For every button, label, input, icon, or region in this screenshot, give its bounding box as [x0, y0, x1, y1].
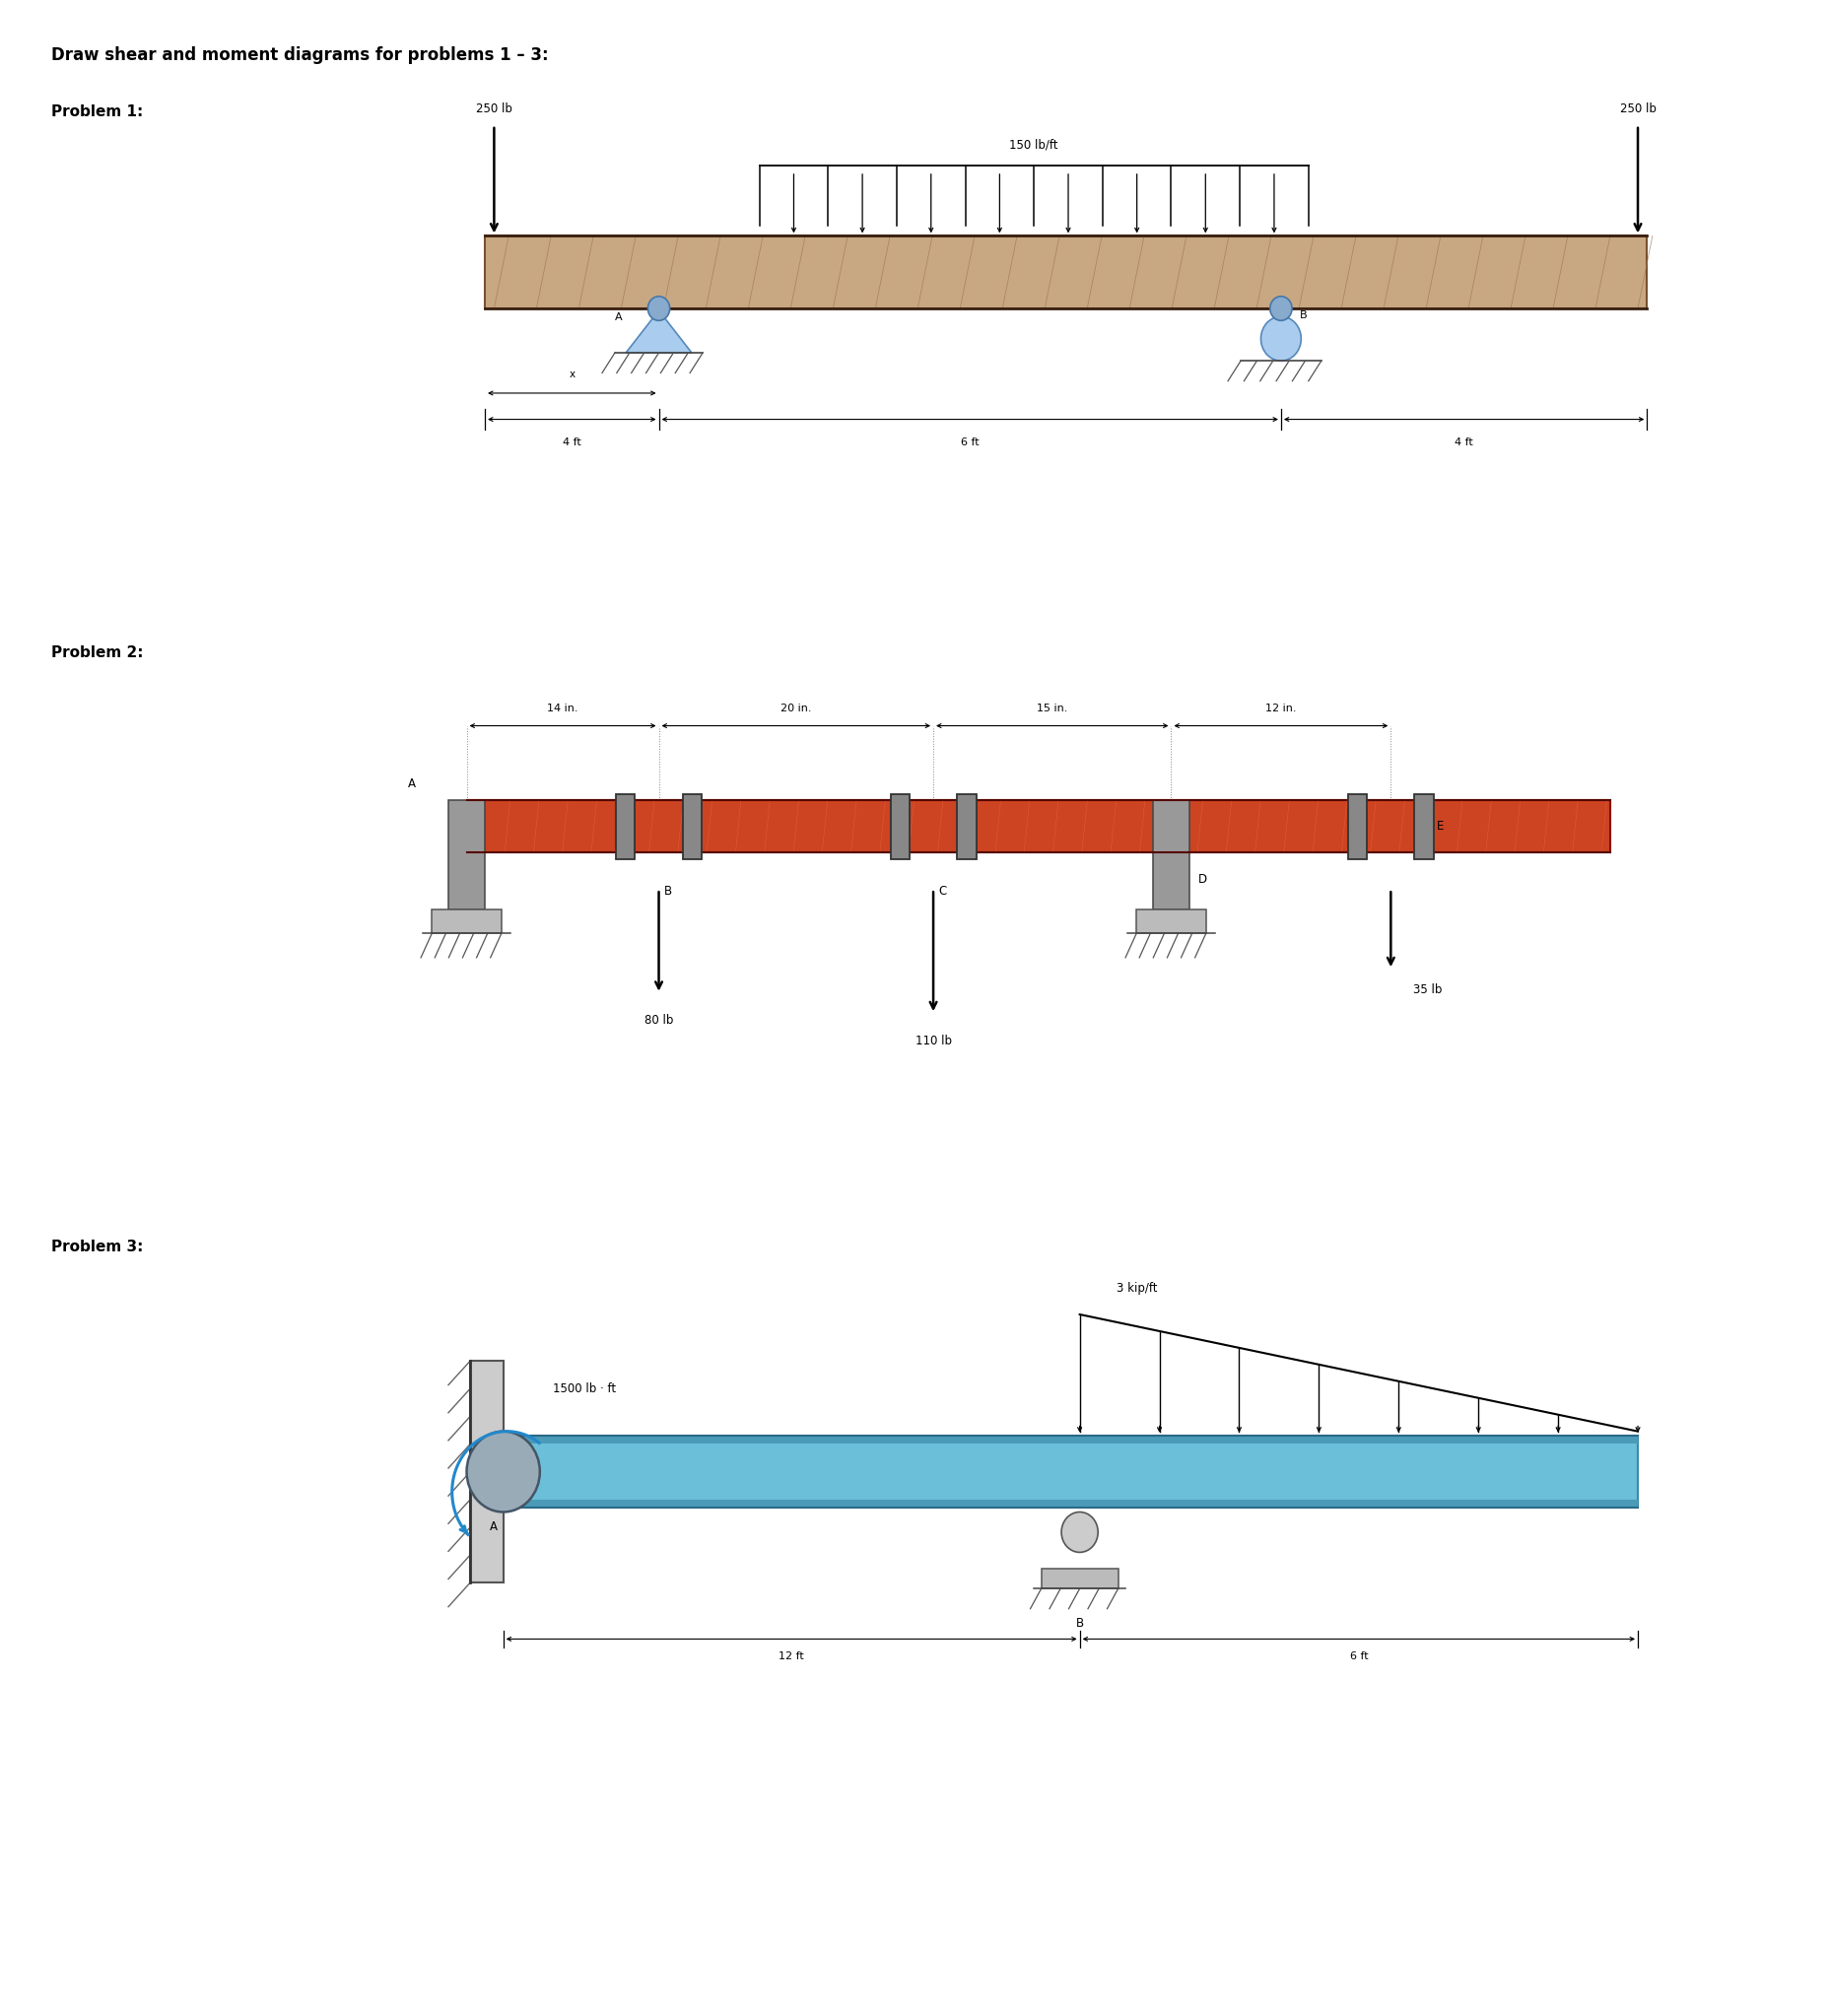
Bar [1136, 909, 1206, 933]
Text: 20 in.: 20 in. [781, 704, 811, 714]
Bar [432, 909, 501, 933]
Text: E: E [1437, 821, 1444, 833]
Text: 4 ft: 4 ft [1455, 437, 1473, 448]
Bar [1415, 794, 1433, 859]
Text: x: x [569, 369, 575, 379]
Bar [1349, 794, 1367, 859]
Text: 4 ft: 4 ft [562, 437, 582, 448]
Bar [470, 1361, 503, 1583]
Text: 150 lb/ft: 150 lb/ft [1010, 139, 1058, 151]
Text: 250 lb: 250 lb [1620, 103, 1656, 115]
Text: 35 lb: 35 lb [1413, 984, 1442, 996]
Text: B: B [664, 885, 672, 897]
Bar [683, 794, 701, 859]
Text: C: C [939, 885, 946, 897]
Bar [957, 794, 975, 859]
Bar [1041, 1568, 1118, 1589]
Text: 250 lb: 250 lb [476, 103, 512, 115]
Text: 14 in.: 14 in. [547, 704, 578, 714]
Circle shape [1061, 1512, 1098, 1552]
Bar [467, 800, 1610, 853]
Bar [1153, 800, 1190, 909]
Text: B: B [1299, 310, 1307, 321]
Text: 6 ft: 6 ft [1349, 1651, 1369, 1661]
Circle shape [1261, 317, 1301, 361]
Text: D: D [1199, 873, 1208, 885]
Text: 12 in.: 12 in. [1266, 704, 1296, 714]
Bar [891, 794, 910, 859]
Text: B: B [1076, 1617, 1083, 1629]
Text: Draw shear and moment diagrams for problems 1 – 3:: Draw shear and moment diagrams for probl… [51, 46, 549, 65]
Bar [485, 236, 1647, 308]
Text: Problem 2:: Problem 2: [51, 645, 143, 659]
Bar [503, 1435, 1638, 1443]
Bar [448, 800, 485, 909]
Text: 12 ft: 12 ft [780, 1651, 803, 1661]
Polygon shape [626, 310, 692, 353]
Text: 110 lb: 110 lb [915, 1034, 952, 1046]
Text: 1500 lb · ft: 1500 lb · ft [553, 1383, 617, 1395]
Text: 80 lb: 80 lb [644, 1014, 673, 1026]
Text: A: A [408, 778, 415, 790]
Bar [503, 1435, 1638, 1508]
Text: Problem 1:: Problem 1: [51, 105, 143, 119]
Text: Problem 3:: Problem 3: [51, 1240, 143, 1254]
Circle shape [648, 296, 670, 321]
Circle shape [467, 1431, 540, 1512]
Text: 3 kip/ft: 3 kip/ft [1116, 1282, 1157, 1294]
Circle shape [1270, 296, 1292, 321]
Text: 15 in.: 15 in. [1038, 704, 1067, 714]
Text: A: A [615, 312, 622, 323]
Text: A: A [490, 1520, 498, 1532]
Text: 6 ft: 6 ft [961, 437, 979, 448]
Bar [503, 1500, 1638, 1508]
Bar [617, 794, 635, 859]
